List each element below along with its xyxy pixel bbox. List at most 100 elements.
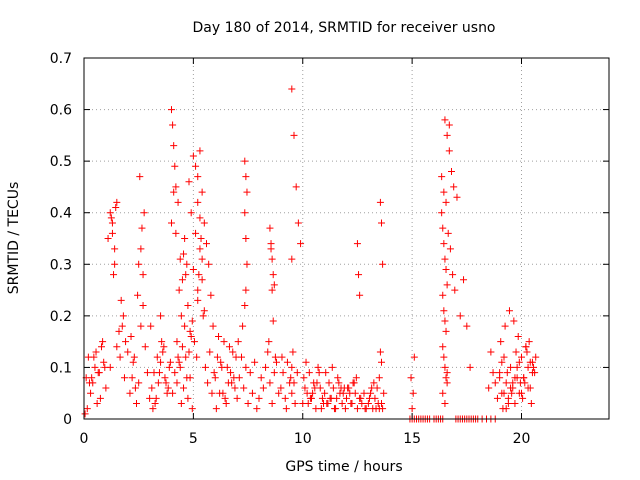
data-point (85, 379, 93, 387)
data-point (530, 363, 538, 371)
data-point (306, 394, 314, 402)
data-point (99, 338, 107, 346)
data-point (442, 198, 450, 206)
data-point (196, 214, 204, 222)
data-point (378, 358, 385, 366)
data-point (165, 363, 173, 371)
data-point (177, 312, 185, 320)
data-point (361, 405, 369, 413)
data-point (160, 343, 168, 351)
data-point (374, 400, 382, 408)
data-point (188, 405, 196, 413)
data-point (283, 358, 291, 366)
data-point (317, 405, 325, 413)
data-point (510, 317, 518, 325)
data-point (177, 400, 185, 408)
data-point (158, 338, 166, 346)
data-point (330, 405, 338, 413)
data-point (343, 394, 350, 402)
data-point (211, 374, 219, 382)
data-point (190, 338, 198, 346)
data-point (126, 389, 134, 397)
data-point (268, 400, 276, 408)
data-point (141, 343, 149, 351)
data-point (203, 240, 210, 248)
data-point (293, 369, 301, 377)
data-point (444, 229, 452, 237)
data-point (186, 374, 194, 382)
data-point (333, 394, 341, 402)
data-point (139, 271, 147, 279)
data-point (456, 312, 464, 320)
data-point (111, 260, 119, 268)
data-point (153, 353, 161, 361)
data-point (489, 369, 497, 377)
data-point (83, 405, 91, 413)
data-point (379, 260, 387, 268)
data-point (133, 400, 140, 408)
data-point (442, 327, 450, 335)
data-point (259, 384, 267, 392)
data-point (129, 358, 137, 366)
data-point (315, 369, 323, 377)
data-point (525, 338, 533, 346)
data-point (157, 312, 165, 320)
data-point (267, 245, 275, 253)
data-point (304, 400, 312, 408)
data-point (269, 271, 277, 279)
data-point (353, 240, 361, 248)
data-point (440, 353, 448, 361)
data-point (521, 379, 529, 387)
data-point (302, 358, 310, 366)
data-point (90, 353, 98, 361)
data-point (168, 219, 175, 227)
data-point (498, 389, 506, 397)
plot-frame (83, 57, 610, 420)
data-point (221, 394, 229, 402)
data-point (175, 358, 183, 366)
data-point (124, 348, 132, 356)
data-point (453, 193, 461, 201)
data-point (112, 204, 120, 212)
data-point (201, 363, 209, 371)
data-point (196, 147, 204, 155)
data-point (370, 379, 378, 387)
data-point (189, 265, 197, 273)
data-point (503, 369, 511, 377)
data-point (170, 188, 178, 196)
data-point (182, 353, 190, 361)
data-point (269, 317, 277, 325)
data-point (509, 384, 517, 392)
data-point (184, 394, 192, 402)
data-point (116, 353, 124, 361)
data-point (222, 400, 230, 408)
data-point (122, 338, 130, 346)
data-point (445, 121, 453, 129)
data-point (192, 162, 200, 170)
data-point (128, 374, 136, 382)
data-point (335, 379, 343, 387)
data-point (210, 369, 218, 377)
data-point (199, 312, 207, 320)
data-point (314, 363, 322, 371)
data-point (176, 363, 184, 371)
data-point (161, 374, 169, 382)
data-point (350, 379, 358, 387)
data-point (344, 384, 352, 392)
data-point (246, 369, 254, 377)
data-point (287, 374, 295, 382)
y-tick-label: 0.6 (50, 103, 72, 119)
data-point (339, 389, 347, 397)
data-point (439, 291, 447, 299)
data-point (442, 265, 450, 273)
data-point (443, 379, 451, 387)
data-point (183, 260, 191, 268)
data-point (440, 240, 448, 248)
data-point (100, 358, 108, 366)
data-point (378, 219, 385, 227)
data-point (172, 229, 180, 237)
data-point (200, 307, 208, 315)
data-point (194, 198, 202, 206)
data-point (168, 106, 175, 114)
data-point (346, 389, 354, 397)
